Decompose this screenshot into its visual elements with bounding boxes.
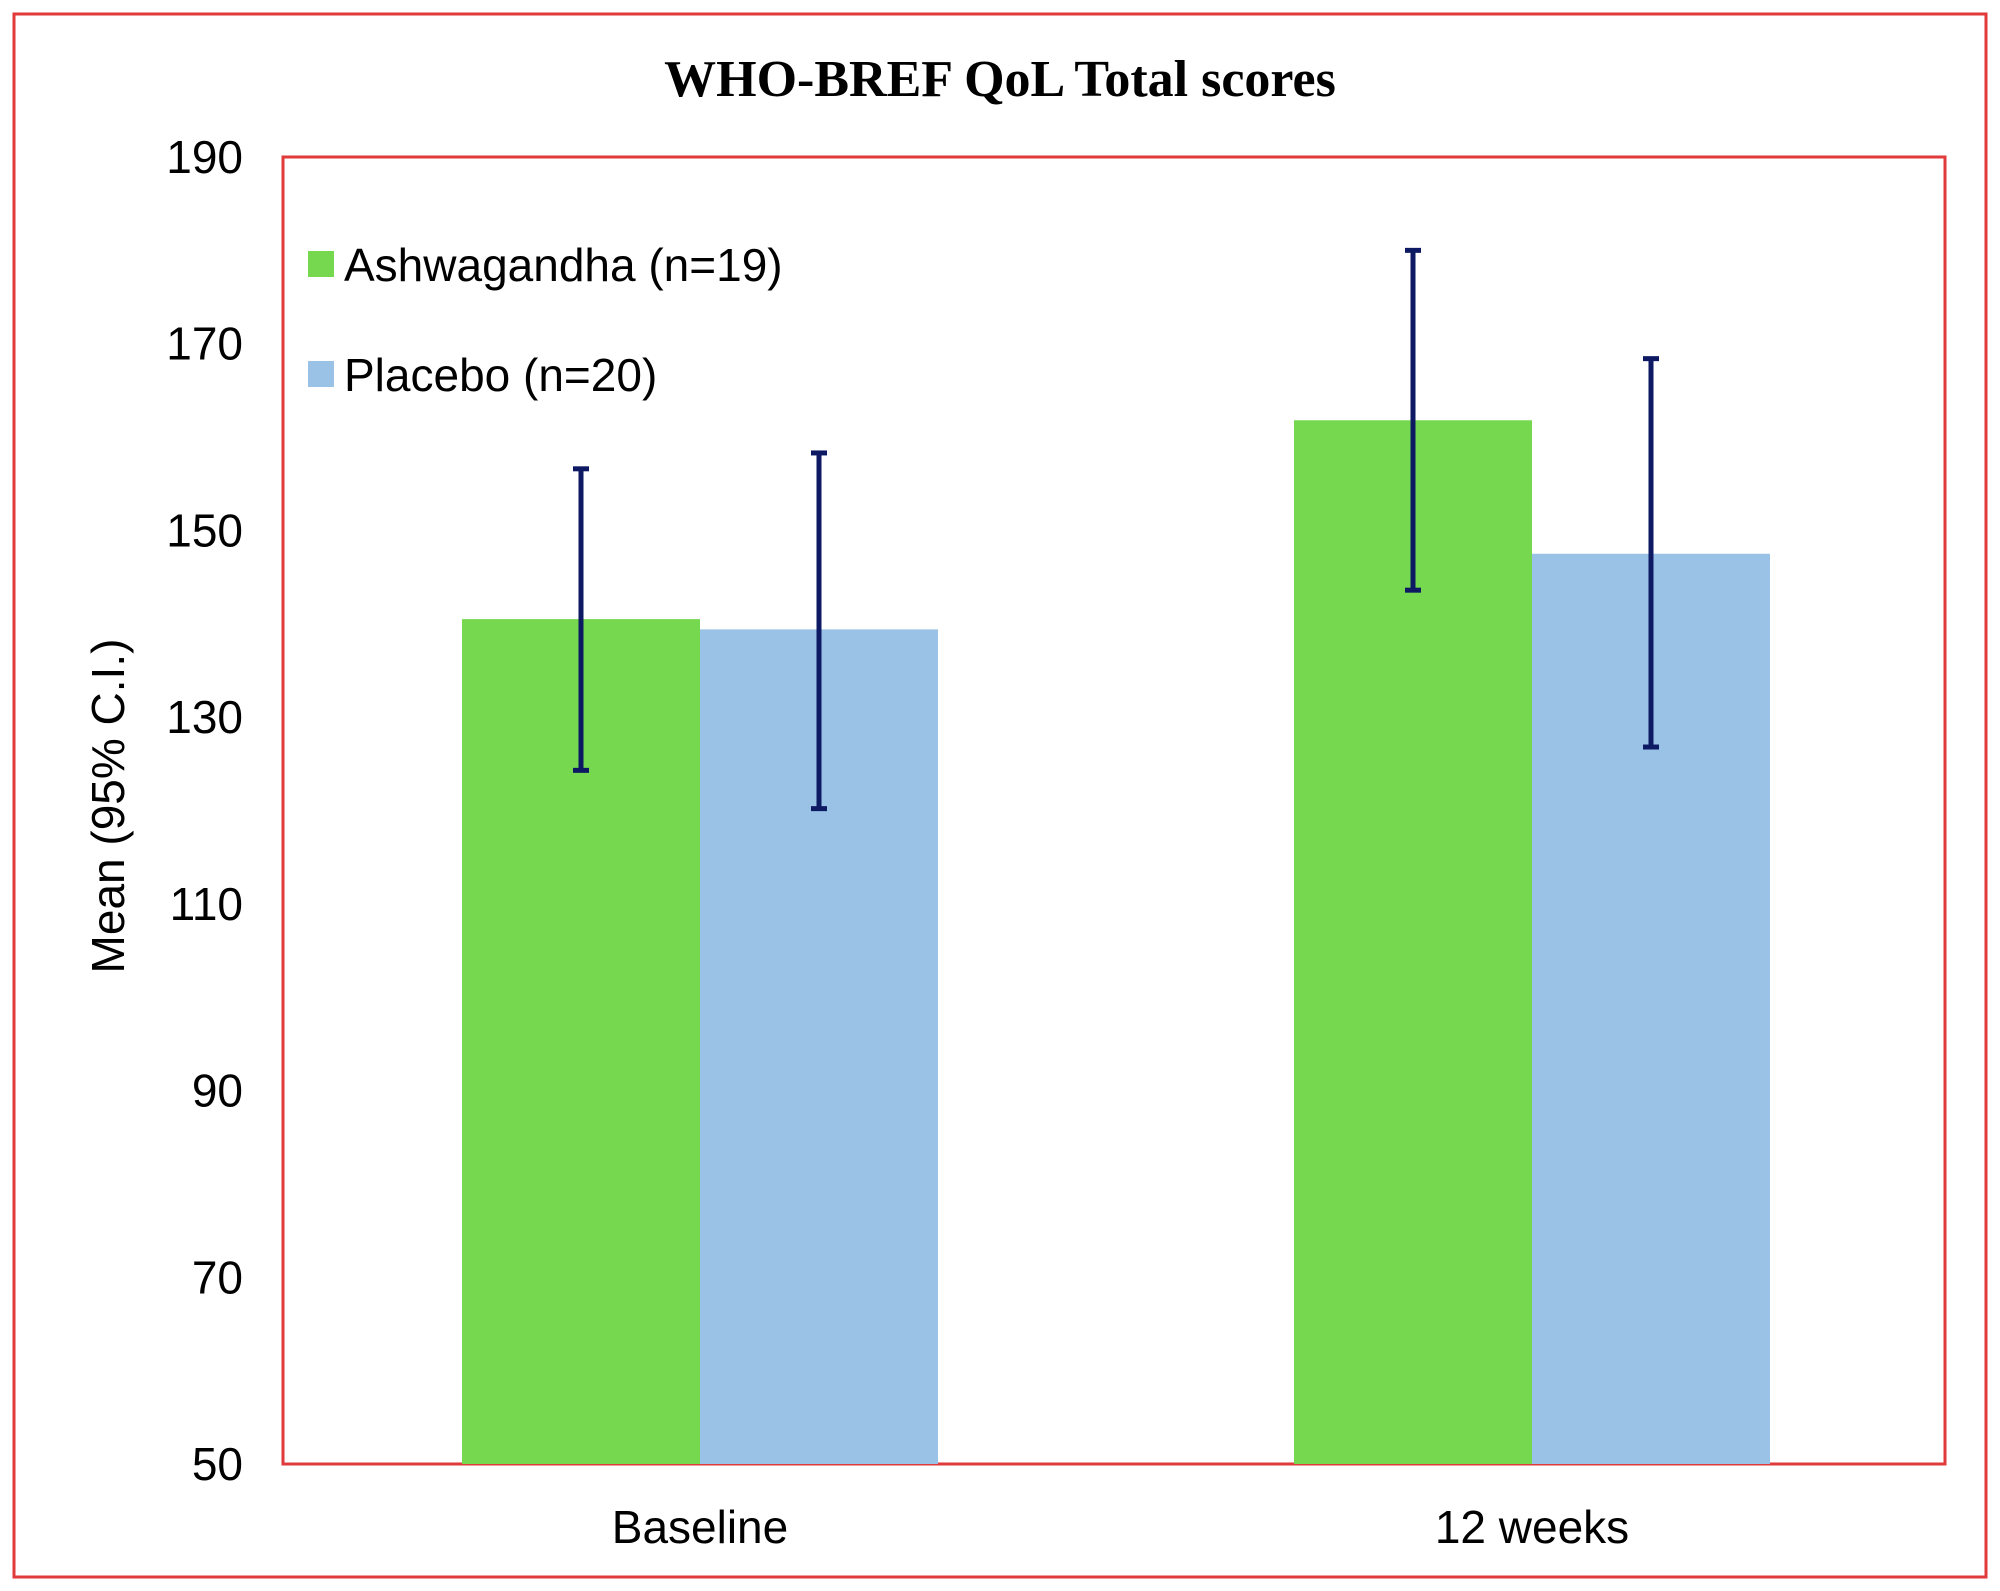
error-bar <box>1405 247 1421 593</box>
legend-swatch <box>308 251 334 277</box>
x-tick-label: 12 weeks <box>1435 1501 1629 1553</box>
error-bar <box>811 450 827 812</box>
legend-item: Placebo (n=20) <box>308 349 657 401</box>
plot-area-frame <box>281 155 1947 1466</box>
y-axis-ticks: 50 70 90 110 130 150 170 190 <box>166 131 243 1490</box>
error-bars <box>573 247 1659 812</box>
legend-swatch <box>308 361 334 387</box>
y-tick-label: 70 <box>192 1251 243 1303</box>
y-tick-label: 110 <box>170 878 243 930</box>
y-tick-label: 170 <box>166 318 243 370</box>
legend-item: Ashwagandha (n=19) <box>308 239 783 291</box>
y-tick-label: 150 <box>166 504 243 556</box>
y-axis-label: Mean (95% C.I.) <box>82 639 134 974</box>
y-tick-label: 130 <box>166 691 243 743</box>
bar <box>1294 420 1532 1465</box>
chart-title: WHO-BREF QoL Total scores <box>664 51 1336 108</box>
legend-label: Ashwagandha (n=19) <box>344 239 783 291</box>
y-tick-label: 190 <box>166 131 243 183</box>
y-tick-label: 90 <box>192 1065 243 1117</box>
legend-label: Placebo (n=20) <box>344 349 657 401</box>
x-tick-label: Baseline <box>612 1501 788 1553</box>
error-bar <box>1643 356 1659 750</box>
y-tick-label: 50 <box>192 1438 243 1490</box>
x-axis-ticks: Baseline 12 weeks <box>612 1501 1629 1553</box>
legend: Ashwagandha (n=19) Placebo (n=20) <box>308 239 783 401</box>
error-bar <box>573 466 589 773</box>
